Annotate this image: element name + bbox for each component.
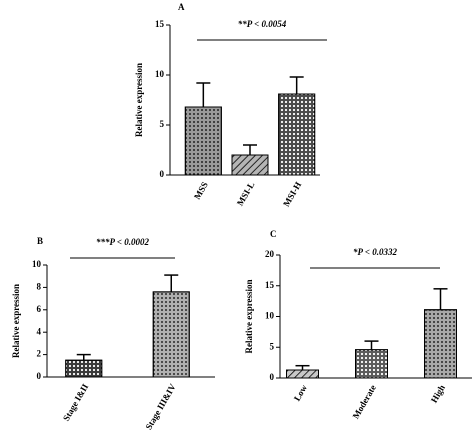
bar-pattern (355, 349, 388, 379)
bar-pattern (424, 309, 457, 379)
y-tick-label: 15 (265, 280, 275, 290)
bar (278, 93, 316, 176)
y-axis-label: Relative expression (134, 63, 144, 137)
bar (184, 106, 222, 176)
x-tick-label: Stage III&IV (143, 382, 178, 432)
x-tick-label: Low (292, 383, 309, 403)
y-tick-label: 10 (32, 259, 42, 269)
y-tick-label: 0 (270, 372, 275, 382)
bar-pattern (184, 106, 222, 176)
bar (65, 359, 103, 378)
bar (355, 349, 388, 379)
y-axis-label: Relative expression (11, 284, 21, 358)
y-tick-label: 8 (37, 281, 42, 291)
x-tick-label: Moderate (351, 383, 378, 420)
bar-pattern (152, 291, 190, 378)
y-tick-label: 0 (37, 371, 42, 381)
annotation: *P < 0.0332 (353, 247, 398, 257)
annotation: ***P < 0.0002 (96, 237, 150, 247)
y-tick-label: 0 (160, 169, 165, 179)
bar (231, 154, 269, 176)
panel-label: B (37, 236, 43, 246)
x-tick-label: MSI-H (281, 180, 303, 208)
panel-label: C (270, 229, 277, 239)
y-tick-label: 10 (265, 311, 275, 321)
bar-pattern (65, 359, 103, 378)
y-tick-label: 4 (37, 326, 42, 336)
x-tick-label: Stage I&II (61, 382, 91, 423)
bar-pattern (278, 93, 316, 176)
annotation: **P < 0.0054 (238, 19, 287, 29)
x-tick-label: High (429, 383, 447, 404)
y-axis-label: Relative expression (244, 279, 254, 353)
y-tick-label: 15 (155, 19, 165, 29)
bar-pattern (231, 154, 269, 176)
y-tick-label: 10 (155, 69, 165, 79)
bar (424, 309, 457, 379)
x-tick-label: MSI-L (235, 180, 257, 208)
bar-pattern (286, 369, 319, 379)
bar (286, 369, 319, 379)
y-tick-label: 6 (37, 304, 42, 314)
panel-label: A (178, 2, 185, 12)
y-tick-label: 5 (160, 119, 165, 129)
y-tick-label: 2 (37, 349, 42, 359)
x-tick-label: MSS (192, 180, 210, 201)
y-tick-label: 5 (270, 341, 275, 351)
y-tick-label: 20 (265, 249, 275, 259)
bar (152, 291, 190, 378)
